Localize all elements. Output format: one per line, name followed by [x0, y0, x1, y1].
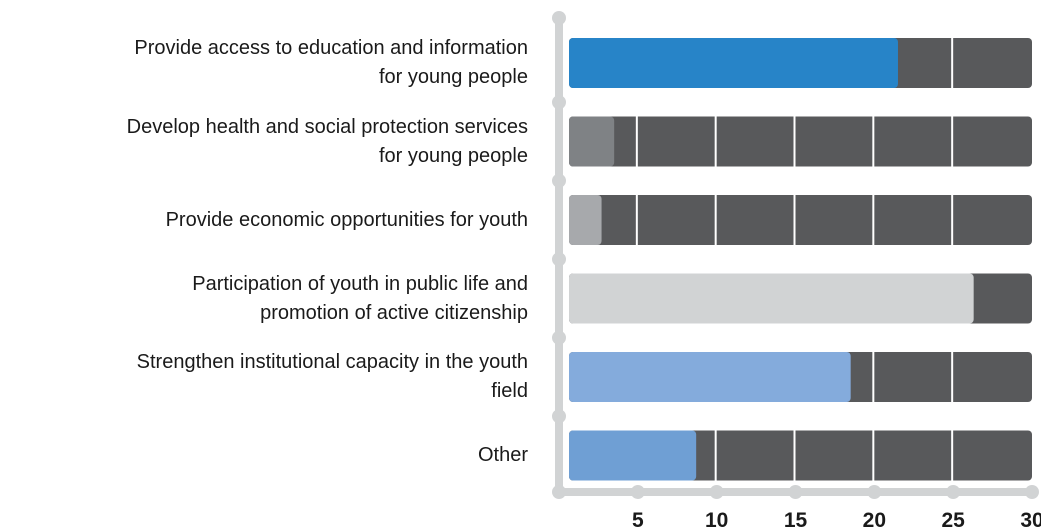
category-label-line: field	[491, 380, 528, 402]
row-separator	[565, 324, 625, 351]
x-tick-dot	[788, 485, 803, 499]
x-tick-label: 20	[863, 509, 886, 531]
axis-dot	[552, 95, 566, 110]
y-axis-end-dot	[552, 11, 566, 25]
bar	[569, 352, 851, 402]
axis-dot	[552, 409, 566, 424]
axis-dot	[552, 252, 566, 267]
row-separator	[565, 403, 625, 430]
category-label-line: promotion of active citizenship	[260, 301, 528, 324]
row-separator	[565, 89, 625, 116]
category-label-line: Provide economic opportunities for youth	[165, 208, 528, 231]
x-tick-label: 25	[941, 509, 965, 531]
row-separator	[565, 246, 625, 273]
category-label-line: Develop health and social protection ser…	[126, 115, 528, 138]
x-tick-dot	[709, 485, 724, 499]
bar	[569, 38, 898, 88]
category-label: Participation of youth in public life an…	[192, 270, 528, 328]
axis-dot	[552, 173, 566, 188]
category-label-line: Strengthen institutional capacity in the…	[136, 351, 528, 373]
category-label-line: Participation of youth in public life an…	[192, 272, 528, 295]
x-tick-dot	[1025, 485, 1039, 499]
bar-track	[569, 195, 1032, 245]
x-tick-dot	[946, 485, 961, 499]
category-label: Provide access to education and informat…	[134, 34, 528, 92]
category-label-line: for young people	[378, 144, 528, 167]
category-label-line: Provide access to education and informat…	[134, 37, 528, 59]
x-tick-label: 10	[705, 509, 728, 531]
x-tick-label: 5	[632, 509, 644, 531]
category-label: Other	[478, 441, 528, 470]
bar	[569, 273, 974, 324]
bar	[569, 430, 697, 481]
x-tick-label: 15	[784, 509, 808, 531]
axis-dot	[552, 330, 566, 345]
category-label: Strengthen institutional capacity in the…	[137, 348, 528, 406]
category-label-line: for young people	[378, 66, 528, 88]
row-separator	[565, 167, 625, 194]
x-tick-dot	[867, 485, 882, 499]
bar	[569, 195, 602, 245]
category-label: Develop health and social protection ser…	[127, 113, 528, 171]
x-tick-dot	[630, 485, 645, 499]
category-label: Provide economic opportunities for youth	[166, 206, 528, 235]
x-tick-label: 30	[1020, 509, 1041, 531]
bar-track	[569, 116, 1032, 167]
category-label-line: Other	[477, 444, 528, 466]
axis-origin-dot	[552, 485, 566, 499]
bar	[569, 116, 615, 167]
